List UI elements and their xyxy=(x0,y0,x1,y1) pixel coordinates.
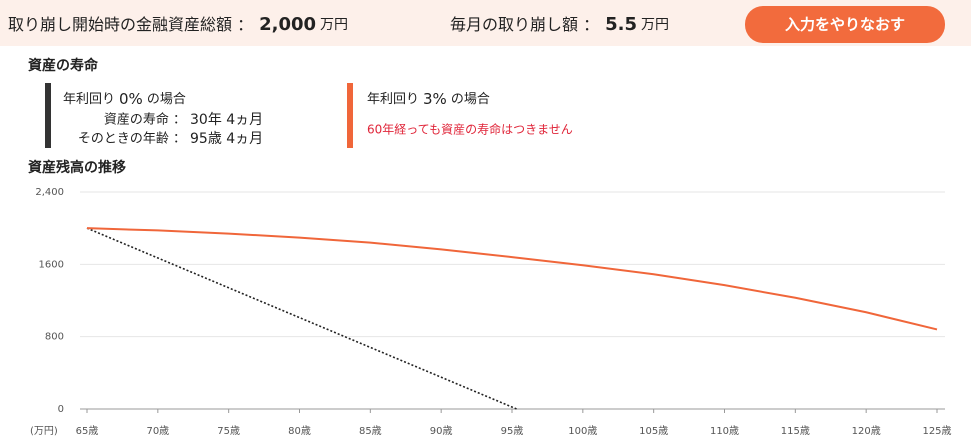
x-tick-label: 70歳 xyxy=(146,425,169,437)
x-tick-label: 125歳 xyxy=(922,425,951,437)
x-tick-label: 115歳 xyxy=(781,425,810,437)
suffix: の場合 xyxy=(147,92,186,107)
rate: 0% xyxy=(119,90,143,108)
line-label: 資産の寿命 ： xyxy=(104,112,186,128)
value: 2,000 xyxy=(259,14,316,35)
chart-title: 資産残高の推移 xyxy=(28,159,126,176)
prefix: 年利回り xyxy=(63,92,115,107)
monthly-amount: 毎月の取り崩し額 ： 5.5 万円 xyxy=(450,14,669,35)
label: 毎月の取り崩し額 ： xyxy=(450,15,599,34)
y-tick-label: 800 xyxy=(45,332,64,343)
unit: 万円 xyxy=(641,17,669,33)
line-value: 30年 4ヵ月 xyxy=(190,112,263,128)
unit: 万円 xyxy=(320,17,348,33)
x-tick-label: 75歳 xyxy=(217,425,240,437)
line-label: そのときの年齢 ： xyxy=(78,132,186,147)
rate: 3% xyxy=(423,90,447,108)
button-label[interactable]: 入力をやりなおす xyxy=(785,16,905,34)
x-tick-label: 65歳 xyxy=(76,425,99,437)
series-line xyxy=(86,227,517,410)
x-tick-label: 95歳 xyxy=(501,425,524,437)
card-bar xyxy=(347,83,353,148)
card-heading: 年利回り 3% の場合 xyxy=(367,90,490,108)
card-message: 60年経っても資産の寿命はつきません xyxy=(367,122,573,137)
x-tick-label: 105歳 xyxy=(639,425,668,437)
line-value: 95歳 4ヵ月 xyxy=(190,131,263,147)
x-tick-label: 90歳 xyxy=(430,425,453,437)
x-tick-label: 80歳 xyxy=(288,425,311,437)
button-bg[interactable] xyxy=(745,6,945,43)
x-tick-label: 100歳 xyxy=(568,425,597,437)
value: 5.5 xyxy=(605,14,637,35)
x-tick-label: 120歳 xyxy=(852,425,881,437)
card-bar xyxy=(45,83,51,148)
label: 取り崩し開始時の金融資産総額 ： xyxy=(8,15,253,34)
card-heading: 年利回り 0% の場合 xyxy=(63,90,186,108)
prefix: 年利回り xyxy=(367,92,419,107)
y-tick-label: 1600 xyxy=(39,259,64,270)
y-tick-label: 2,400 xyxy=(35,187,64,198)
y-tick-label: 0 xyxy=(58,404,64,415)
series-line xyxy=(86,227,938,331)
y-unit: (万円) xyxy=(30,426,58,437)
section-title: 資産の寿命 xyxy=(28,57,99,74)
total-amount: 取り崩し開始時の金融資産総額 ： 2,000 万円 xyxy=(8,14,348,35)
suffix: の場合 xyxy=(451,92,490,107)
x-tick-label: 85歳 xyxy=(359,425,382,437)
x-tick-label: 110歳 xyxy=(710,425,739,437)
reset-button[interactable]: 入力をやりなおす xyxy=(745,6,945,43)
